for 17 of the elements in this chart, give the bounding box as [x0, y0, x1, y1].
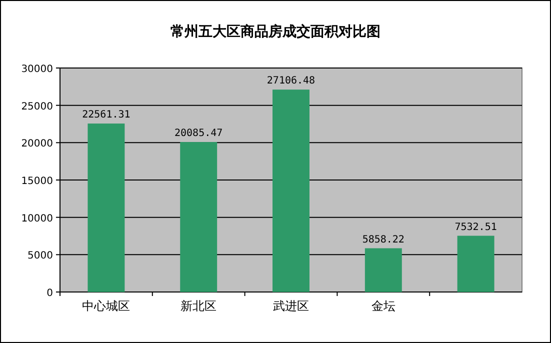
chart-title: 常州五大区商品房成交面积对比图 — [170, 23, 380, 40]
y-tick-label: 30000 — [21, 64, 53, 75]
y-tick-label: 10000 — [21, 213, 53, 224]
x-tick-label: 金坛 — [371, 299, 396, 313]
y-tick-label: 15000 — [21, 176, 53, 187]
data-label: 20085.47 — [174, 128, 223, 140]
data-label: 5858.22 — [362, 234, 404, 246]
x-tick-label: 武进区 — [273, 299, 309, 313]
x-tick-label: 新北区 — [180, 299, 217, 313]
data-label: 7532.51 — [454, 222, 497, 233]
y-tick-label: 20000 — [21, 138, 53, 150]
y-tick-label: 5000 — [28, 250, 53, 262]
y-tick-label: 0 — [46, 288, 53, 299]
x-tick-label: 中心城区 — [82, 299, 130, 313]
data-label: 27106.48 — [266, 76, 316, 87]
y-tick-label: 25000 — [21, 101, 53, 112]
data-label: 22561.31 — [82, 110, 130, 121]
